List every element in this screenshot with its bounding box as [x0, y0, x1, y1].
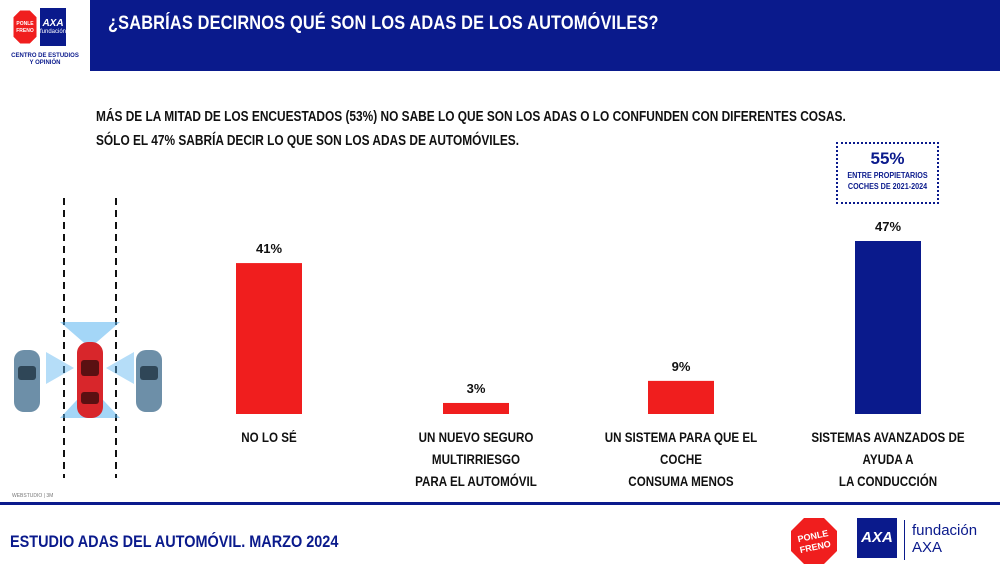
logo-area: PONLE FRENO AXA fundación CENTRO DE ESTU… [0, 0, 91, 71]
bar-value-label-2: 3% [467, 381, 486, 396]
axa-footer-logo-icon: AXA [857, 518, 897, 558]
adas-car-illustration-icon [14, 198, 162, 478]
page-title: ¿SABRÍAS DECIRNOS QUÉ SON LOS ADAS DE LO… [108, 13, 659, 34]
owners-callout: 55% ENTRE PROPIETARIOS COCHES DE 2021-20… [836, 142, 939, 204]
ponle-freno-footer-logo-icon: PONLE FRENO [791, 518, 837, 564]
bar-2 [443, 402, 509, 414]
category-label-4: SISTEMAS AVANZADOS DE AYUDA A LA CONDUCCI… [811, 430, 965, 489]
category-label-2: UN NUEVO SEGURO MULTIRRIESGO PARA EL AUTO… [415, 430, 537, 489]
category-label-1: NO LO SÉ [241, 430, 297, 445]
bar-value-label-1: 41% [256, 241, 282, 256]
bars-group: 41% 3% 9% 47% [236, 219, 921, 414]
svg-text:FRENO: FRENO [16, 28, 34, 34]
footer-note: WEBSTUDIO | 3M [12, 493, 54, 499]
footer-title: ESTUDIO ADAS DEL AUTOMÓVIL. MARZO 2024 [10, 532, 339, 551]
bar-value-label-3: 9% [672, 359, 691, 374]
subtitle-line-1: MÁS DE LA MITAD DE LOS ENCUESTADOS (53%)… [96, 109, 846, 125]
logo-caption: CENTRO DE ESTUDIOS Y OPINIÓN [11, 53, 79, 66]
svg-text:PONLE: PONLE [16, 21, 34, 27]
axa-logo-icon: AXA fundación [40, 8, 66, 46]
callout-value: 55% [870, 149, 905, 168]
subtitle-line-2: SÓLO EL 47% SABRÍA DECIR LO QUE SON LOS … [96, 133, 520, 149]
bar-chart: 41% 3% 9% 47% [14, 198, 921, 478]
callout-text: ENTRE PROPIETARIOS COCHES DE 2021-2024 [847, 171, 928, 191]
bar-3 [648, 380, 714, 414]
bar-1 [236, 263, 302, 414]
bar-value-label-4: 47% [875, 219, 901, 234]
subtitle: MÁS DE LA MITAD DE LOS ENCUESTADOS (53%)… [96, 105, 846, 153]
bar-4 [855, 241, 921, 414]
footer-rule [0, 502, 1000, 505]
footer-separator [904, 520, 905, 560]
header-band [90, 0, 1000, 71]
category-label-3: UN SISTEMA PARA QUE EL COCHE CONSUMA MENO… [604, 430, 758, 489]
ponle-freno-logo-icon: PONLE FRENO [12, 9, 38, 45]
footer-brand: fundación AXA [912, 522, 978, 556]
